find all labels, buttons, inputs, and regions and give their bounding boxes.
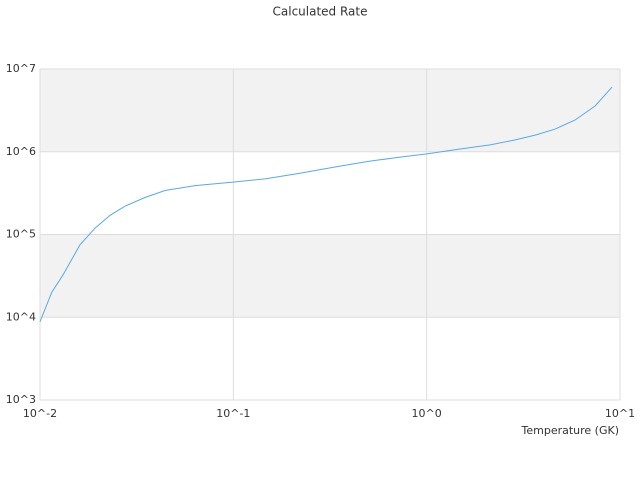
x-tick-label: 10^1 bbox=[605, 407, 635, 420]
y-tick-label: 10^4 bbox=[6, 310, 36, 323]
y-tick-label: 10^3 bbox=[6, 393, 36, 406]
y-tick-label: 10^7 bbox=[6, 62, 36, 75]
x-axis-label: Temperature (GK) bbox=[521, 424, 620, 437]
chart-title: Calculated Rate bbox=[273, 5, 368, 19]
plot-band bbox=[40, 69, 620, 152]
plot-band bbox=[40, 234, 620, 318]
x-tick-label: 10^-1 bbox=[216, 407, 250, 420]
x-tick-label: 10^-2 bbox=[23, 407, 57, 420]
data-line bbox=[39, 86, 613, 323]
y-tick-label: 10^5 bbox=[6, 228, 36, 241]
y-tick-label: 10^6 bbox=[6, 145, 36, 158]
x-tick-label: 10^0 bbox=[412, 407, 442, 420]
